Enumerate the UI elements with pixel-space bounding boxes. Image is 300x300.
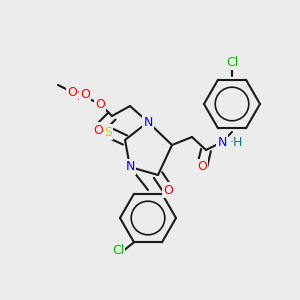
Text: ·H: ·H [230, 136, 243, 148]
Text: Cl: Cl [226, 56, 238, 68]
Text: S: S [104, 125, 112, 139]
Text: O: O [197, 160, 207, 173]
Text: O: O [93, 124, 103, 136]
Text: N: N [125, 160, 135, 173]
Text: O: O [95, 98, 105, 110]
Text: Cl: Cl [112, 244, 124, 257]
Text: O: O [67, 85, 77, 98]
Text: O: O [163, 184, 173, 196]
Text: O: O [74, 91, 84, 103]
Text: methoxy: methoxy [71, 96, 77, 97]
Text: N: N [217, 136, 227, 148]
Text: O: O [80, 88, 90, 101]
Text: N: N [143, 116, 153, 128]
